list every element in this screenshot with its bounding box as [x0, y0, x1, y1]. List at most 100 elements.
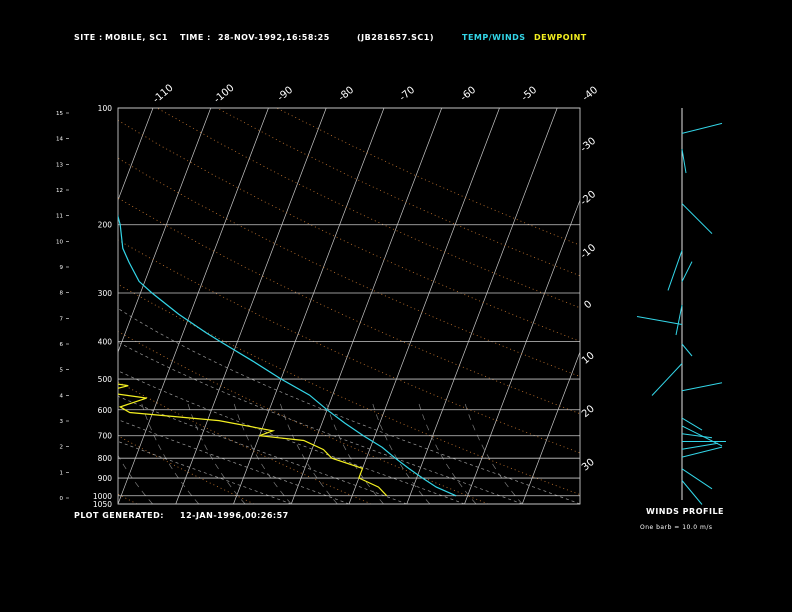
site-value: MOBILE, SC1 — [105, 33, 168, 42]
wind-barb — [681, 148, 687, 174]
wind-barb — [636, 316, 683, 325]
height-tick-label: 8 — [60, 291, 64, 297]
mixing-ratio-line — [49, 401, 107, 504]
isotherm-label-top: -90 — [276, 85, 296, 104]
wind-barb — [651, 363, 683, 396]
pressure-tick-label: 600 — [98, 406, 113, 415]
moist-adiabat — [118, 395, 407, 504]
moist-adiabat — [118, 341, 523, 504]
height-tick-label: 11 — [56, 214, 63, 220]
legend-dewpoint: DEWPOINT — [534, 33, 587, 42]
height-tick-label: 0 — [60, 496, 64, 502]
plot-frame — [117, 107, 581, 505]
pressure-tick-label: 200 — [98, 221, 113, 230]
legend-temp: TEMP/WINDS — [462, 33, 526, 42]
isotherm-label-top: -100 — [212, 83, 236, 106]
pressure-tick-label: 400 — [98, 337, 113, 346]
isotherm-label-top: -70 — [398, 85, 418, 104]
mixing-ratio-line — [417, 400, 477, 504]
plot-generated-label: PLOT GENERATED: — [74, 511, 164, 520]
isotherm-line — [406, 108, 558, 504]
wind-barb — [681, 122, 723, 134]
mixing-ratio-line — [279, 400, 338, 504]
height-tick-label: 7 — [60, 316, 64, 322]
isotherm-line — [0, 108, 37, 504]
height-tick-label: 5 — [60, 368, 64, 374]
height-tick-label: 6 — [60, 342, 64, 348]
mixing-ratio-line — [186, 400, 246, 504]
dry-adiabat — [156, 108, 580, 309]
pressure-tick-label: 500 — [98, 375, 113, 384]
dry-adiabat — [118, 283, 580, 496]
dewpoint-line — [118, 383, 388, 497]
isotherm-label-right: -10 — [579, 242, 599, 261]
plot-generated-value: 12-JAN-1996,00:26:57 — [180, 511, 289, 520]
mixing-ratio-line — [232, 400, 292, 504]
dry-adiabat — [118, 239, 580, 454]
temperature-line — [118, 214, 457, 497]
height-tick-label: 2 — [60, 445, 64, 451]
height-tick-label: 10 — [56, 239, 63, 245]
wind-barb — [681, 343, 693, 357]
moist-adiabat — [118, 370, 465, 504]
wind-barb — [681, 382, 723, 392]
wind-barb — [681, 446, 723, 458]
wind-barb — [681, 442, 719, 450]
height-tick-label: 1 — [60, 470, 64, 476]
pressure-tick-label: 1050 — [93, 500, 112, 509]
winds-profile-title: WINDS PROFILE — [646, 507, 725, 516]
wind-barb — [681, 203, 713, 234]
isotherm-label-right: -20 — [579, 189, 599, 208]
height-tick-label: 15 — [56, 111, 63, 117]
moist-adiabat — [118, 419, 350, 504]
moist-adiabat — [118, 308, 580, 504]
wind-barb — [681, 480, 703, 505]
pressure-tick-label: 900 — [98, 474, 113, 483]
isotherm-label-top: -60 — [459, 85, 479, 104]
mixing-ratio-line — [463, 400, 523, 504]
dry-adiabat — [118, 197, 580, 415]
isotherm-line — [118, 108, 212, 354]
isotherm-line — [464, 199, 580, 504]
isotherm-label-top: -40 — [581, 85, 601, 104]
isotherm-line — [175, 108, 327, 504]
file-id: (JB281657.SC1) — [357, 33, 435, 42]
pressure-tick-label: 100 — [98, 104, 113, 113]
site-label: SITE : — [74, 33, 103, 42]
wind-barb — [681, 261, 693, 282]
height-tick-label: 13 — [56, 162, 63, 168]
pressure-tick-label: 700 — [98, 432, 113, 441]
isotherm-line — [290, 108, 443, 504]
isotherm-line — [118, 108, 269, 504]
isotherm-label-right: 30 — [580, 457, 597, 474]
isotherm-line — [348, 108, 500, 504]
moist-adiabat — [118, 441, 292, 504]
isotherm-line — [0, 108, 95, 504]
mixing-ratio-line — [2, 401, 60, 504]
height-tick-label: 4 — [60, 393, 64, 399]
isotherm-line — [521, 351, 580, 504]
winds-profile-note: One barb = 10.0 m/s — [640, 524, 713, 531]
time-label: TIME : — [180, 33, 211, 42]
wind-barb — [667, 250, 683, 291]
isotherm-label-top: -110 — [151, 83, 175, 106]
isotherm-label-right: 20 — [580, 403, 597, 420]
dry-adiabat — [118, 493, 138, 504]
isotherm-label-top: -80 — [337, 85, 357, 104]
dry-adiabat — [118, 119, 580, 342]
pressure-tick-label: 800 — [98, 454, 113, 463]
wind-barb — [681, 417, 703, 431]
isotherm-line — [233, 108, 385, 504]
height-tick-label: 3 — [60, 419, 64, 425]
isotherm-line — [118, 108, 154, 202]
isotherm-label-right: 10 — [580, 350, 597, 367]
wind-barb — [681, 433, 713, 439]
isotherm-label-right: 0 — [582, 299, 594, 312]
time-value: 28-NOV-1992,16:58:25 — [218, 33, 330, 42]
dry-adiabat — [216, 108, 580, 277]
height-tick-label: 9 — [60, 265, 64, 271]
wind-barb — [681, 468, 713, 490]
height-tick-label: 14 — [56, 137, 63, 143]
pressure-tick-label: 300 — [98, 289, 113, 298]
